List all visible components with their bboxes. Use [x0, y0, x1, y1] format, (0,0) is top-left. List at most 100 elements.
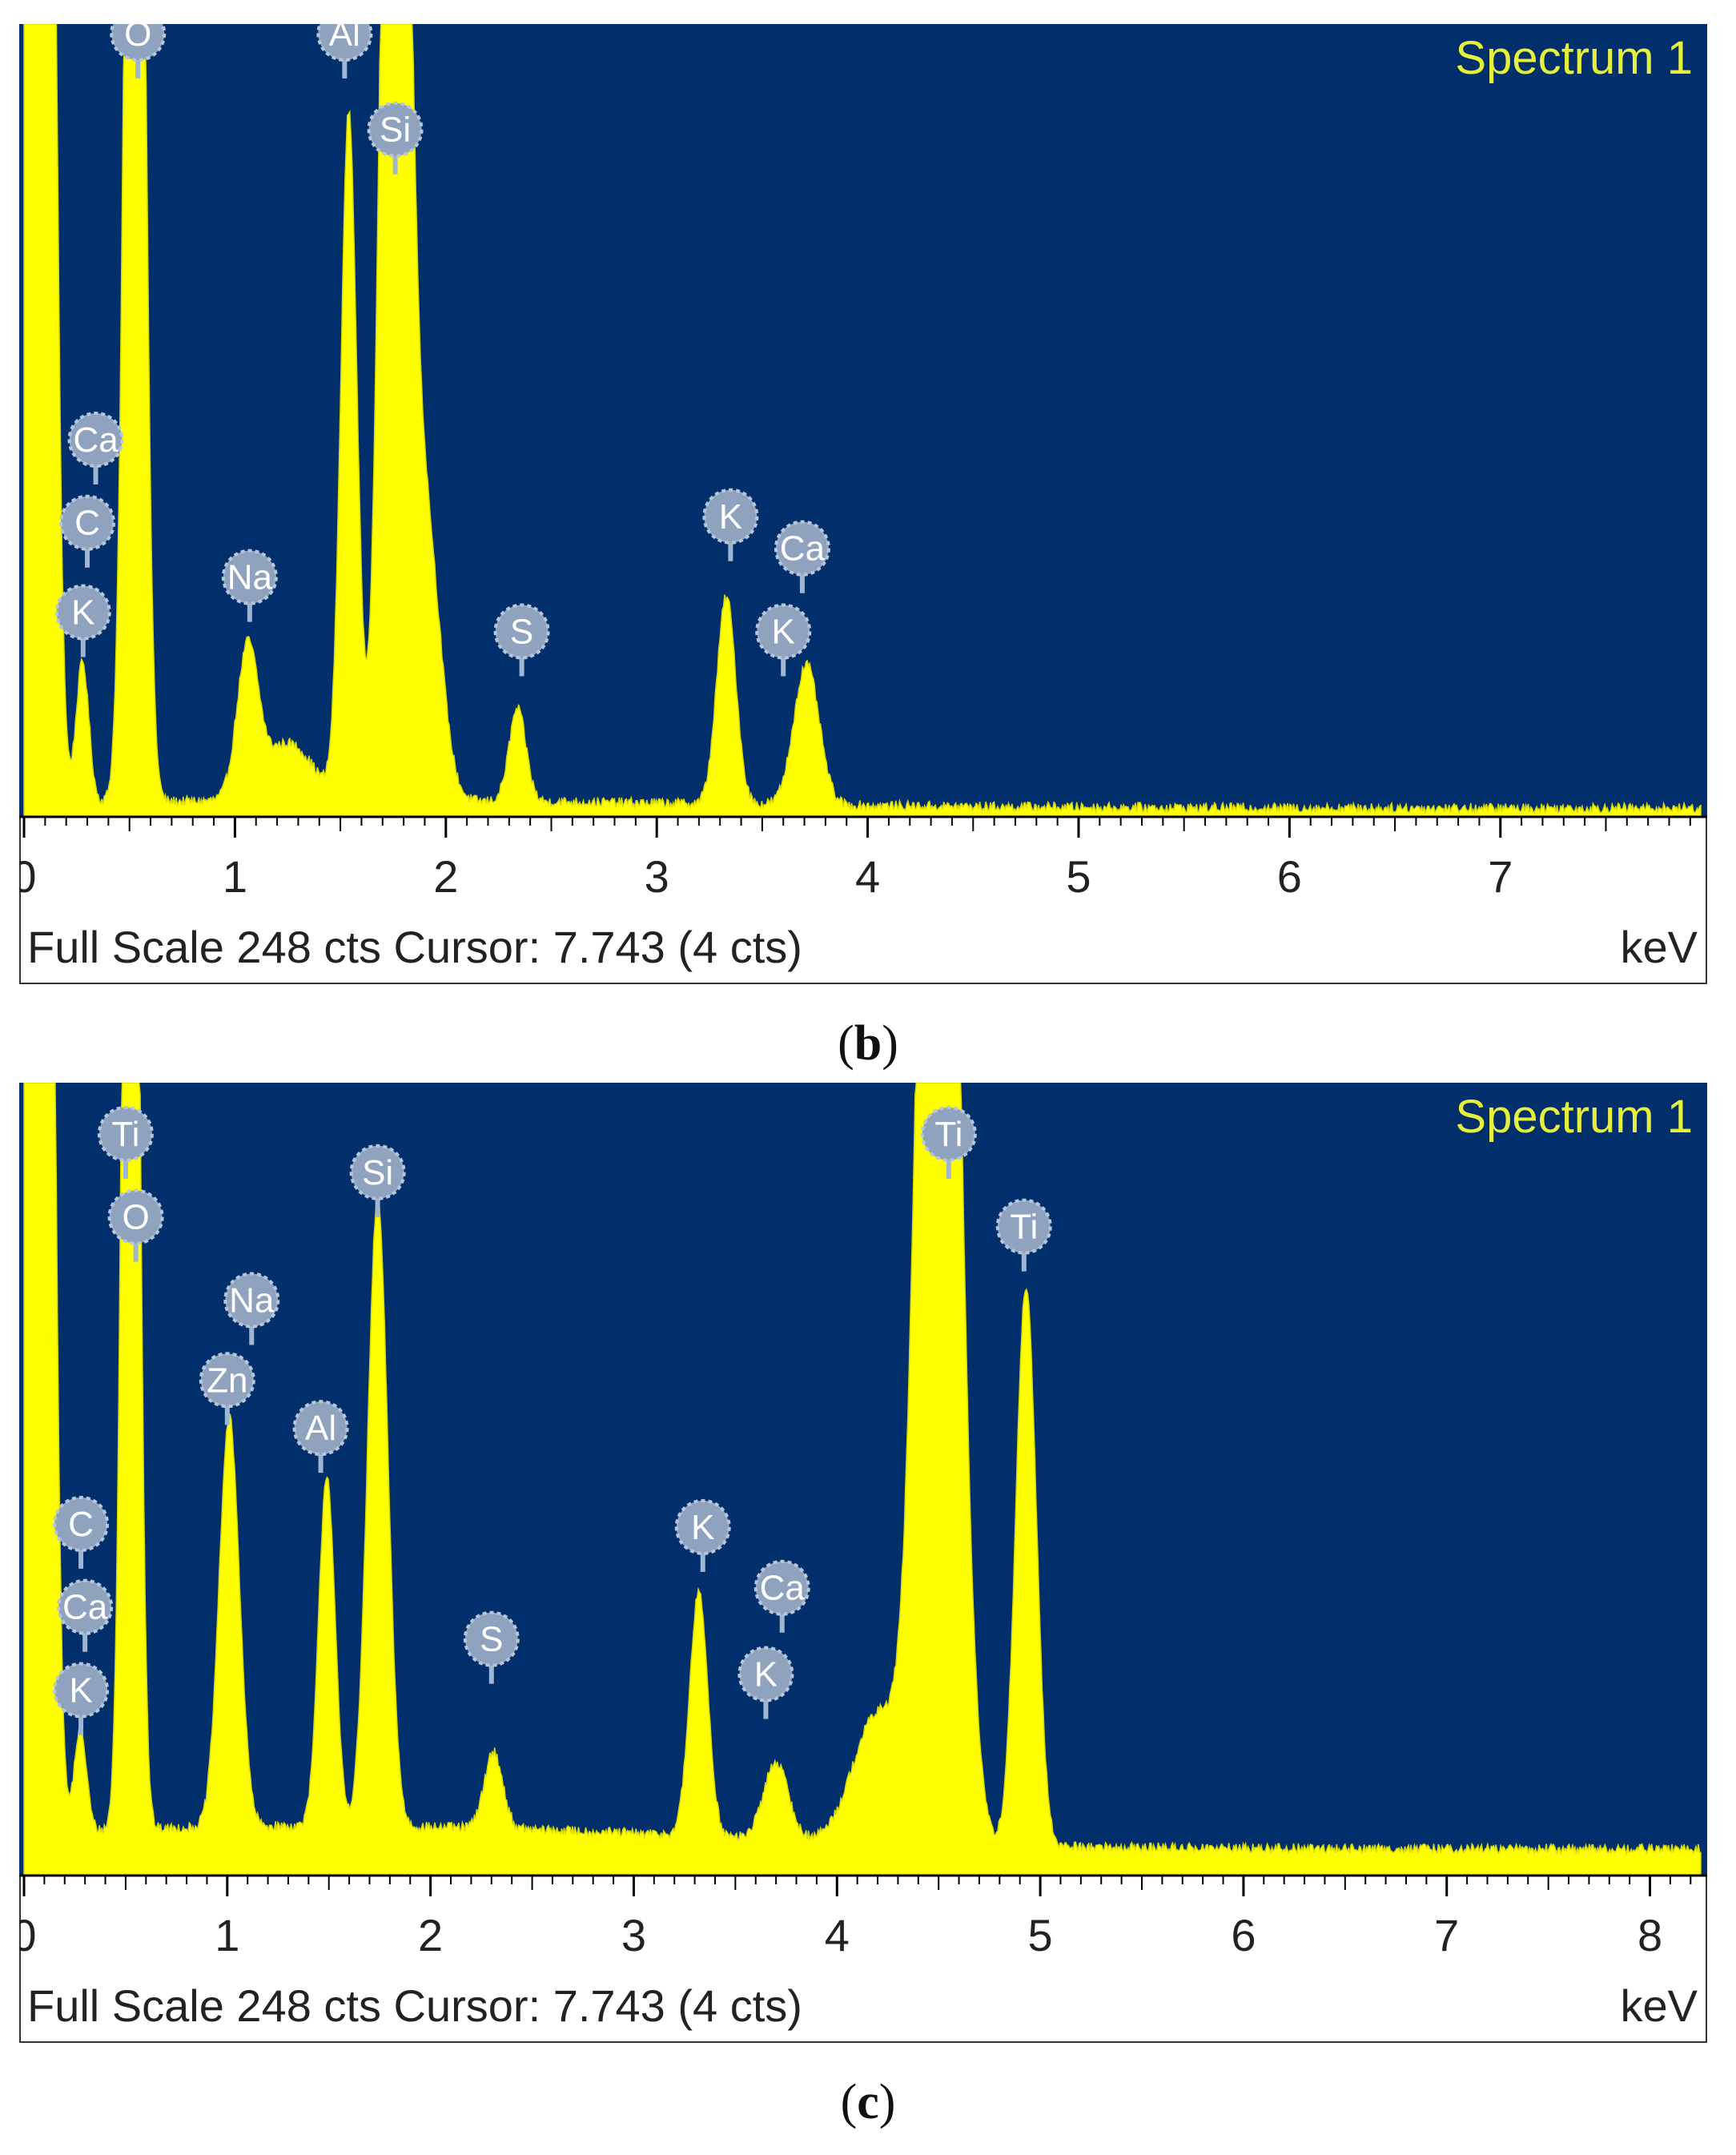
marker-badge [316, 24, 373, 62]
marker-label: S [480, 1620, 503, 1659]
element-marker: Si [349, 1144, 406, 1217]
spectrum-panel-b: O Al Si Ca C K Na S K Ca K Spectrum 1 0 1 2 3 4 5 6 7 Full S… [19, 24, 1707, 985]
element-marker: Ti [97, 1105, 154, 1179]
x-tick-label: 1 [215, 1910, 239, 1960]
marker-badge [110, 24, 167, 62]
marker-badge [67, 411, 124, 468]
unit-label: keV [1621, 922, 1698, 972]
marker-label: O [122, 1198, 149, 1237]
marker-badge [349, 1144, 406, 1200]
spectrum-title: Spectrum 1 [1455, 1091, 1693, 1143]
marker-label: K [69, 1671, 92, 1710]
x-tick-label: 3 [645, 851, 669, 902]
x-tick-label: 6 [1231, 1910, 1256, 1960]
marker-label: K [754, 1655, 778, 1695]
element-marker: Ti [995, 1198, 1052, 1272]
axis-panel [19, 1875, 1707, 2043]
spectrum-title: Spectrum 1 [1455, 32, 1693, 84]
marker-label: Zn [207, 1361, 247, 1400]
marker-badge [774, 520, 830, 577]
element-marker: K [702, 488, 759, 561]
element-marker: K [54, 584, 111, 657]
element-marker: K [53, 1662, 110, 1735]
footer-text: Full Scale 248 cts Cursor: 7.743 (4 cts) [27, 922, 802, 972]
element-marker: K [755, 603, 812, 677]
element-marker: Al [316, 24, 373, 78]
spectrum-panel-c: Ti O Na Zn Al Si C Ca K S K Ca K Ti Ti Spectrum 1 0 1 2 3 4 5… [19, 1083, 1707, 2044]
x-tick-label: 6 [1277, 851, 1302, 902]
marker-label: Ca [73, 420, 119, 460]
marker-badge [97, 1105, 154, 1162]
caption-b-letter: b [854, 1016, 882, 1071]
element-marker: Na [223, 1272, 280, 1345]
element-marker: Ca [67, 411, 124, 484]
unit-label: keV [1621, 1980, 1698, 2031]
marker-label: O [124, 24, 151, 54]
marker-label: Na [227, 558, 273, 597]
marker-label: K [772, 612, 795, 651]
marker-label: K [71, 593, 94, 633]
marker-label: Na [229, 1281, 275, 1320]
element-marker: Na [221, 549, 278, 622]
x-tick-label: 2 [433, 851, 458, 902]
marker-label: Ti [111, 1115, 139, 1154]
element-marker: S [463, 1610, 520, 1684]
marker-badge [107, 1188, 164, 1245]
marker-label: Si [362, 1153, 393, 1192]
marker-badge [463, 1610, 520, 1667]
footer-text: Full Scale 248 cts Cursor: 7.743 (4 cts) [27, 1980, 802, 2031]
caption-b: (b) [838, 1016, 898, 1071]
marker-badge [367, 101, 424, 158]
marker-badge [674, 1498, 731, 1555]
marker-label: Ti [934, 1115, 962, 1154]
element-marker: S [493, 603, 550, 677]
spectrum-area [23, 24, 1702, 818]
plot-area [19, 24, 1707, 817]
marker-label: C [74, 504, 100, 543]
element-marker: Ca [57, 1578, 114, 1652]
x-tick-label: 0 [19, 1910, 37, 1960]
marker-label: Al [305, 1409, 336, 1448]
x-tick-label: 4 [855, 851, 880, 902]
caption-c-letter: c [857, 2075, 879, 2129]
marker-badge [57, 1578, 114, 1635]
marker-badge [53, 1662, 110, 1719]
element-marker: O [107, 1188, 164, 1262]
x-tick-label: 3 [621, 1910, 646, 1960]
x-tick-label: 7 [1488, 851, 1513, 902]
marker-badge [221, 549, 278, 605]
marker-badge [54, 584, 111, 641]
spectrum-chart-c: Ti O Na Zn Al Si C Ca K S K Ca K Ti Ti Spectrum 1 0 1 2 3 4 5… [19, 1083, 1707, 2043]
element-marker: Ti [920, 1105, 977, 1179]
marker-badge [755, 603, 812, 660]
x-tick-label: 4 [825, 1910, 850, 1960]
marker-badge [702, 488, 759, 545]
spectrum-chart-b: O Al Si Ca C K Na S K Ca K Spectrum 1 0 1 2 3 4 5 6 7 Full S… [19, 24, 1707, 984]
marker-badge [223, 1272, 280, 1329]
element-marker: K [674, 1498, 731, 1572]
marker-label: S [510, 612, 533, 651]
element-marker: O [110, 24, 167, 78]
marker-badge [53, 1495, 110, 1552]
x-tick-label: 0 [19, 851, 37, 902]
marker-label: Ca [760, 1569, 806, 1608]
element-marker: C [53, 1495, 110, 1569]
caption-c: (c) [840, 2075, 896, 2129]
x-tick-label: 8 [1638, 1910, 1662, 1960]
element-marker: K [737, 1646, 794, 1719]
marker-badge [493, 603, 550, 660]
element-marker: Ca [774, 520, 830, 593]
element-marker: Al [292, 1400, 349, 1474]
x-tick-label: 1 [223, 851, 247, 902]
marker-label: Ti [1010, 1208, 1038, 1247]
marker-label: Si [380, 111, 411, 150]
marker-label: Al [329, 24, 360, 54]
marker-badge [920, 1105, 977, 1162]
marker-label: Ca [780, 529, 826, 569]
marker-badge [199, 1352, 255, 1409]
x-tick-label: 5 [1028, 1910, 1053, 1960]
marker-label: Ca [62, 1588, 108, 1627]
marker-label: K [691, 1508, 714, 1547]
marker-badge [59, 494, 116, 551]
axis-panel [19, 816, 1707, 984]
